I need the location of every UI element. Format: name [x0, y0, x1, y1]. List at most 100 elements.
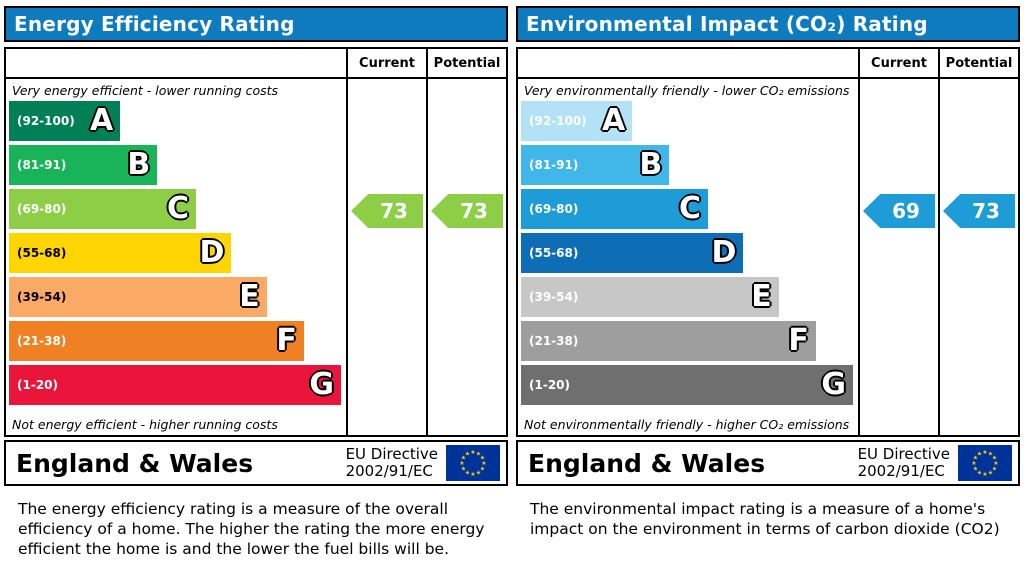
environmental-rating-table: Current Potential Very environmentally f…: [516, 47, 1020, 437]
energy-efficiency-panel: Energy Efficiency Rating Current Potenti…: [4, 6, 508, 559]
band-bar: (1-20) G: [521, 365, 853, 405]
svg-text:★: ★: [461, 466, 466, 473]
band-row: (81-91) B: [9, 145, 346, 185]
svg-text:★: ★: [476, 451, 481, 458]
band-range-label: (69-80): [529, 202, 579, 216]
environmental-description: The environmental impact rating is a mea…: [530, 500, 1000, 538]
band-list: (92-100) A (81-91) B (69-80) C (55-68) D…: [6, 101, 346, 409]
eu-directive-line2: 2002/91/EC: [857, 462, 945, 480]
table-corner-cell: [6, 49, 346, 79]
band-letter: B: [639, 147, 663, 182]
potential-rating-value: 73: [972, 199, 1000, 223]
eu-directive-line1: EU Directive: [345, 444, 438, 463]
band-letter: B: [127, 147, 151, 182]
band-range-label: (81-91): [529, 158, 579, 172]
svg-text:★: ★: [988, 451, 993, 458]
panel-title: Energy Efficiency Rating: [14, 12, 295, 36]
band-letter: F: [276, 323, 297, 358]
svg-text:★: ★: [977, 451, 982, 458]
svg-text:★: ★: [992, 455, 997, 462]
potential-rating-column: 73: [938, 79, 1018, 435]
band-list: (92-100) A (81-91) B (69-80) C (55-68) D…: [518, 101, 858, 409]
svg-text:★: ★: [982, 471, 987, 478]
band-bar: (39-54) E: [9, 277, 267, 317]
band-row: (81-91) B: [521, 145, 858, 185]
band-bar: (92-100) A: [521, 101, 633, 141]
band-bar: (21-38) F: [521, 321, 816, 361]
energy-description: The energy efficiency rating is a measur…: [18, 500, 485, 558]
band-row: (39-54) E: [521, 277, 858, 317]
svg-text:★: ★: [971, 460, 976, 467]
svg-text:★: ★: [476, 470, 481, 477]
band-row: (92-100) A: [521, 101, 858, 141]
band-range-label: (1-20): [17, 378, 58, 392]
band-row: (69-80) C: [9, 189, 346, 229]
band-letter: F: [788, 323, 809, 358]
eu-flag-icon: ★ ★ ★ ★ ★ ★ ★ ★ ★ ★ ★ ★: [958, 445, 1012, 481]
eu-flag-icon: ★ ★ ★ ★ ★ ★ ★ ★ ★ ★ ★ ★: [446, 445, 500, 481]
current-rating-column: 69: [858, 79, 938, 435]
band-letter: C: [679, 191, 702, 226]
band-bar: (39-54) E: [521, 277, 779, 317]
epc-page: Energy Efficiency Rating Current Potenti…: [4, 6, 1020, 559]
eu-directive-label: EU Directive 2002/91/EC: [345, 444, 438, 481]
band-range-label: (55-68): [17, 246, 67, 260]
current-rating-column: 73: [346, 79, 426, 435]
top-note: Very environmentally friendly - lower CO…: [524, 82, 850, 98]
band-range-label: (1-20): [529, 378, 570, 392]
band-row: (21-38) F: [521, 321, 858, 361]
svg-text:★: ★: [470, 471, 475, 478]
energy-rating-table: Current Potential Very energy efficient …: [4, 47, 508, 437]
band-row: (21-38) F: [9, 321, 346, 361]
svg-text:★: ★: [977, 470, 982, 477]
table-corner-cell: [518, 49, 858, 79]
current-rating-arrow: 73: [351, 194, 423, 228]
band-letter: G: [309, 367, 334, 402]
band-bar: (55-68) D: [521, 233, 744, 273]
potential-rating-value: 73: [460, 199, 488, 223]
current-rating-value: 73: [380, 199, 408, 223]
svg-text:★: ★: [465, 451, 470, 458]
band-bar: (69-80) C: [9, 189, 197, 229]
band-range-label: (39-54): [529, 290, 579, 304]
band-range-label: (69-80): [17, 202, 67, 216]
band-letter: D: [711, 235, 737, 270]
band-letter: E: [239, 279, 260, 314]
energy-footer: England & Wales EU Directive 2002/91/EC …: [4, 440, 508, 486]
potential-rating-column: 73: [426, 79, 506, 435]
svg-text:★: ★: [973, 455, 978, 462]
svg-text:★: ★: [481, 460, 486, 467]
band-bar: (55-68) D: [9, 233, 232, 273]
svg-text:★: ★: [470, 449, 475, 456]
band-letter: C: [167, 191, 190, 226]
band-bar: (1-20) G: [9, 365, 341, 405]
current-column-header: Current: [346, 49, 426, 79]
band-bar: (21-38) F: [9, 321, 304, 361]
svg-text:★: ★: [480, 455, 485, 462]
band-range-label: (21-38): [17, 334, 67, 348]
bottom-note: Not environmentally friendly - higher CO…: [524, 416, 850, 432]
band-bar: (69-80) C: [521, 189, 709, 229]
svg-text:★: ★: [465, 470, 470, 477]
environmental-impact-header: Environmental Impact (CO₂) Rating: [516, 6, 1020, 42]
band-range-label: (39-54): [17, 290, 67, 304]
svg-text:★: ★: [480, 466, 485, 473]
svg-text:★: ★: [459, 460, 464, 467]
band-bar: (92-100) A: [9, 101, 121, 141]
top-note: Very energy efficient - lower running co…: [12, 82, 279, 98]
band-letter: G: [821, 367, 846, 402]
band-row: (1-20) G: [521, 365, 858, 405]
band-range-label: (81-91): [17, 158, 67, 172]
current-rating-value: 69: [892, 199, 920, 223]
band-range-label: (92-100): [529, 114, 587, 128]
region-label: England & Wales: [16, 448, 254, 478]
potential-rating-arrow: 73: [431, 194, 503, 228]
band-row: (1-20) G: [9, 365, 346, 405]
svg-text:★: ★: [461, 455, 466, 462]
band-letter: E: [751, 279, 772, 314]
svg-text:★: ★: [992, 466, 997, 473]
energy-efficiency-header: Energy Efficiency Rating: [4, 6, 508, 42]
region-label: England & Wales: [528, 448, 766, 478]
eu-directive-label: EU Directive 2002/91/EC: [857, 445, 950, 481]
svg-text:★: ★: [973, 466, 978, 473]
